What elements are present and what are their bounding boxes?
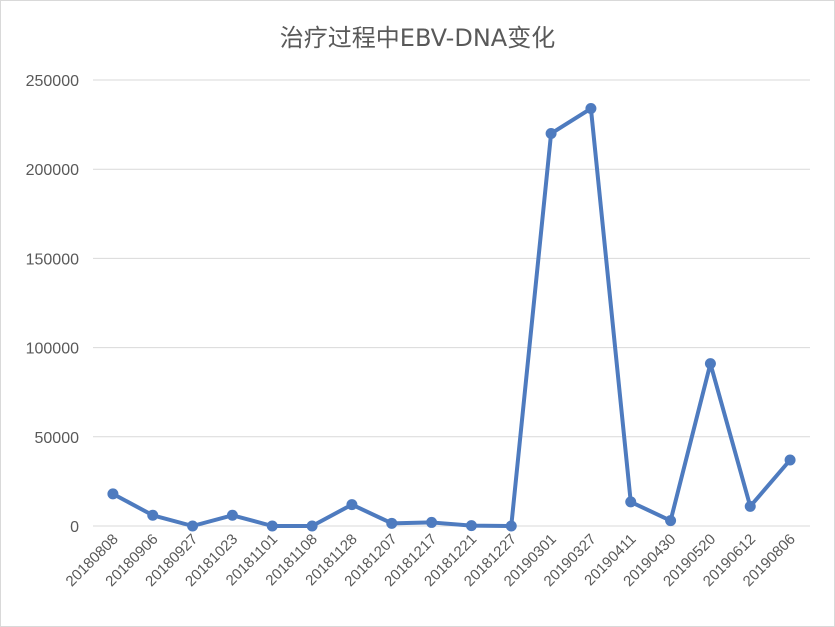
y-tick-label: 50000 (35, 430, 80, 447)
y-tick-label: 0 (70, 519, 79, 536)
data-point (107, 488, 119, 500)
data-point (704, 358, 716, 370)
data-point (226, 509, 238, 521)
data-point (306, 520, 318, 532)
data-point (465, 520, 477, 532)
y-axis-ticks: 0 50000 100000 150000 200000 250000 (26, 73, 79, 536)
gridlines (93, 79, 810, 527)
data-point (346, 499, 358, 511)
data-point (505, 520, 517, 532)
data-series (107, 103, 796, 532)
y-tick-label: 200000 (26, 162, 79, 179)
data-point (266, 520, 278, 532)
chart-title: 治疗过程中EBV-DNA变化 (279, 24, 556, 52)
y-tick-label: 250000 (26, 73, 79, 90)
data-point (744, 500, 756, 512)
series-line (110, 106, 793, 528)
data-point (545, 128, 557, 140)
data-point (665, 515, 677, 527)
x-axis-ticks: 2018080820180906201809272018102320181101… (63, 531, 799, 590)
data-point (585, 103, 597, 115)
data-point (426, 516, 438, 528)
data-point (625, 496, 637, 508)
data-point (187, 520, 199, 532)
data-point (147, 509, 159, 521)
y-tick-label: 100000 (26, 341, 79, 358)
data-point (386, 517, 398, 529)
y-tick-label: 150000 (26, 251, 79, 268)
data-point (784, 454, 796, 466)
